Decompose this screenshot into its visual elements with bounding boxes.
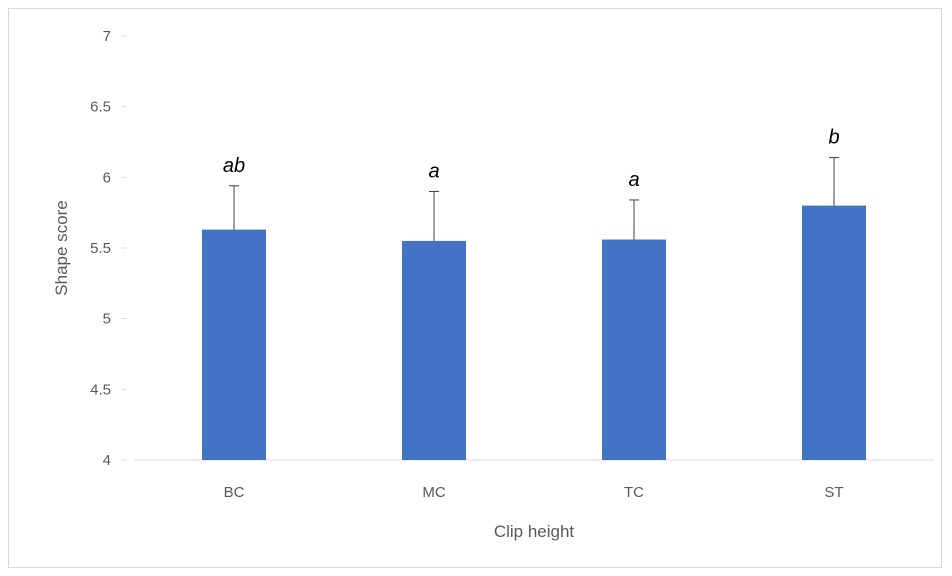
significance-label-bc: ab — [223, 155, 245, 177]
bar-mc — [402, 240, 466, 460]
significance-label-tc: a — [628, 169, 639, 191]
y-tick-label: 6.5 — [90, 99, 111, 116]
significance-label-mc: a — [428, 160, 439, 182]
x-tick-labels: BC MC TC ST — [224, 484, 844, 501]
error-bars — [229, 157, 839, 241]
bar-st — [802, 205, 866, 460]
x-axis-title: Clip height — [494, 522, 575, 541]
y-tick-label: 7 — [103, 28, 111, 45]
y-tick-label: 4 — [103, 452, 111, 469]
y-tick-label: 5.5 — [90, 240, 111, 257]
y-tick-label: 6 — [103, 169, 111, 186]
bar-tc — [602, 239, 666, 460]
x-tick-label-bc: BC — [224, 484, 245, 501]
y-axis-title: Shape score — [52, 200, 71, 295]
y-tick-label: 5 — [103, 311, 111, 328]
y-tick-label: 4.5 — [90, 381, 111, 398]
significance-label-st: b — [828, 127, 839, 149]
chart-frame — [8, 8, 942, 568]
bars — [202, 205, 866, 460]
bar-bc — [202, 229, 266, 460]
x-tick-label-tc: TC — [624, 484, 644, 501]
x-tick-label-st: ST — [824, 484, 843, 501]
significance-labels: ab a ab — [223, 127, 840, 191]
x-tick-label-mc: MC — [422, 484, 445, 501]
y-tick-labels: 4 4.5 5 5.5 6 6.5 7 — [90, 28, 127, 469]
